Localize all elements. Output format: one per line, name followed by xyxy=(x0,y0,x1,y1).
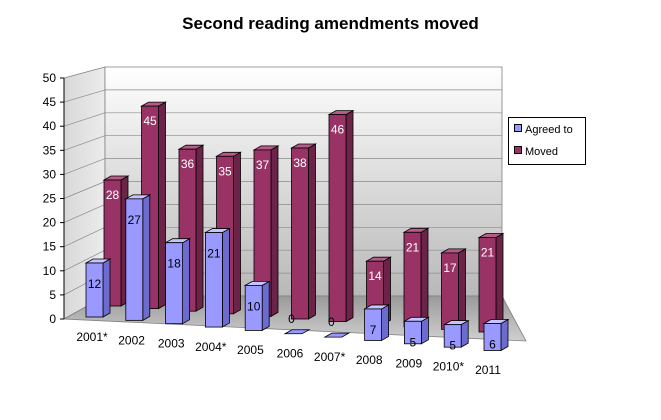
y-tick-label: 10 xyxy=(43,264,57,278)
data-label-agreed: 10 xyxy=(247,299,261,313)
y-tick-label: 20 xyxy=(43,216,57,230)
bar-agreed xyxy=(84,258,112,318)
y-tick-label: 5 xyxy=(49,288,56,302)
data-label-agreed: 0 xyxy=(288,312,295,326)
chart-title: Second reading amendments moved xyxy=(182,14,479,33)
data-label-moved: 45 xyxy=(143,114,157,128)
bar-agreed xyxy=(442,319,470,348)
gridline-side xyxy=(63,181,106,199)
data-label-agreed: 0 xyxy=(328,315,335,329)
bar-agreed xyxy=(243,280,271,332)
gridline-side xyxy=(63,89,106,103)
y-tick-label: 40 xyxy=(43,119,57,133)
legend-swatch-moved xyxy=(514,146,522,154)
gridline-side xyxy=(63,158,106,175)
x-tick-label: 2008 xyxy=(356,353,383,367)
legend-swatch-agreed xyxy=(514,124,522,132)
data-label-moved: 37 xyxy=(256,158,270,172)
y-tick-label: 30 xyxy=(43,167,57,181)
bar-agreed xyxy=(164,238,192,325)
x-tick-label: 2001* xyxy=(76,330,108,344)
legend-entry-moved: Moved xyxy=(514,145,558,159)
bar-agreed xyxy=(283,329,311,335)
data-label-moved: 36 xyxy=(181,157,195,171)
x-tick-label: 2004* xyxy=(195,340,227,354)
gridline-side xyxy=(63,249,106,272)
bar-agreed xyxy=(124,194,152,322)
data-label-agreed: 5 xyxy=(449,339,456,353)
x-tick-label: 2010* xyxy=(433,360,465,374)
legend: Agreed to Moved xyxy=(508,117,586,165)
data-label-moved: 46 xyxy=(331,123,345,137)
x-tick-label: 2011 xyxy=(475,363,501,377)
data-label-agreed: 7 xyxy=(370,323,377,337)
data-label-agreed: 5 xyxy=(410,335,417,349)
gridline-side xyxy=(63,226,106,248)
y-tick-label: 0 xyxy=(49,312,56,326)
x-tick-label: 2006 xyxy=(277,347,304,361)
bar-agreed xyxy=(402,316,430,345)
bar-moved xyxy=(289,143,318,320)
y-tick-label: 15 xyxy=(43,240,57,254)
data-label-moved: 38 xyxy=(293,156,307,170)
bar-agreed xyxy=(363,304,391,342)
bar-agreed xyxy=(482,318,510,352)
bar-moved xyxy=(327,109,355,323)
data-label-moved: 21 xyxy=(481,246,495,260)
y-tick-label: 35 xyxy=(43,143,57,157)
data-label-moved: 17 xyxy=(443,261,457,275)
bar-moved xyxy=(402,227,430,328)
y-tick-label: 50 xyxy=(43,71,57,85)
x-tick-label: 2003 xyxy=(158,337,185,351)
y-tick-label: 45 xyxy=(43,95,57,109)
x-tick-label: 2009 xyxy=(395,356,422,370)
data-label-moved: 14 xyxy=(368,269,382,283)
data-label-moved: 21 xyxy=(406,240,420,254)
data-label-agreed: 21 xyxy=(207,247,221,261)
data-label-moved: 28 xyxy=(106,188,120,202)
x-tick-label: 2005 xyxy=(237,343,264,357)
legend-entry-agreed: Agreed to xyxy=(514,123,573,137)
legend-label-moved: Moved xyxy=(525,146,559,158)
gridline-side xyxy=(63,135,106,151)
legend-label-agreed: Agreed to xyxy=(525,124,573,136)
x-tick-label: 2007* xyxy=(314,350,346,364)
data-label-agreed: 18 xyxy=(167,257,181,271)
data-label-agreed: 27 xyxy=(128,213,142,227)
bar-agreed xyxy=(203,227,231,328)
data-label-moved: 35 xyxy=(218,164,232,178)
bar-agreed xyxy=(323,332,351,338)
data-label-agreed: 12 xyxy=(88,277,102,291)
data-label-agreed: 6 xyxy=(489,338,496,352)
y-tick-label: 25 xyxy=(43,192,57,206)
gridline-side xyxy=(63,112,106,127)
bar-moved xyxy=(477,232,505,333)
x-tick-label: 2002 xyxy=(118,333,145,347)
bar-moved xyxy=(252,145,280,318)
gridline-side xyxy=(63,204,106,223)
